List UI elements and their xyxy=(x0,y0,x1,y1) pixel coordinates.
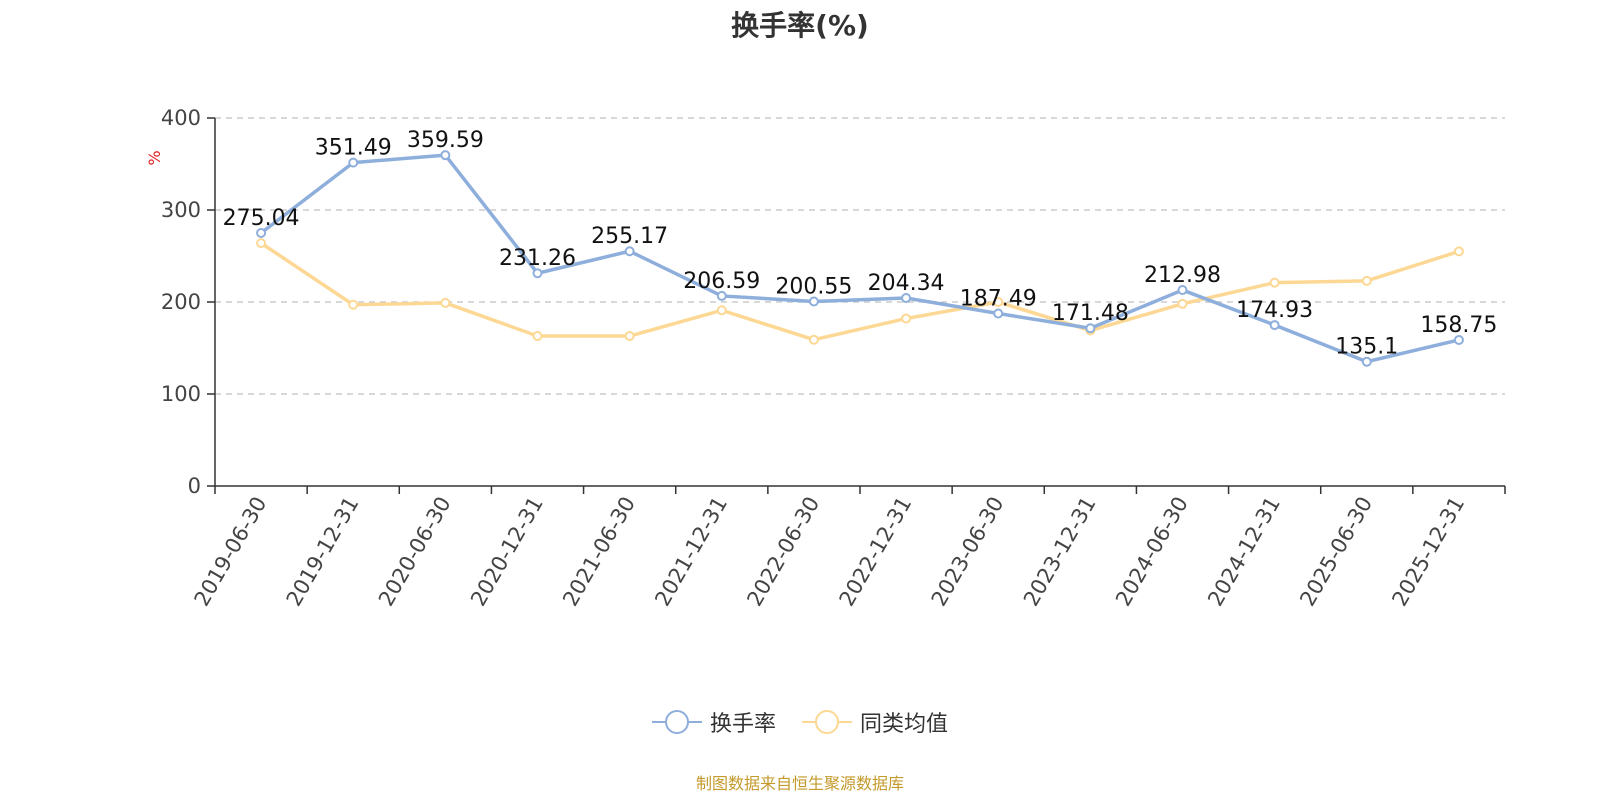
x-tick-label: 2019-12-31 xyxy=(282,493,364,611)
y-tick-label: 300 xyxy=(161,198,201,222)
x-tick-label: 2024-06-30 xyxy=(1111,493,1193,611)
x-tick-label: 2023-12-31 xyxy=(1019,493,1101,611)
data-label: 171.48 xyxy=(1052,301,1129,326)
chart-title: 换手率(%) xyxy=(731,9,869,42)
data-label: 200.55 xyxy=(775,274,852,299)
data-point xyxy=(440,297,451,308)
legend-item[interactable]: 换手率 xyxy=(651,706,776,738)
data-point xyxy=(440,150,451,161)
data-point xyxy=(716,290,727,301)
y-tick-label: 100 xyxy=(161,382,201,406)
y-tick-label: 0 xyxy=(188,474,201,498)
data-label: 135.1 xyxy=(1335,335,1398,360)
data-point xyxy=(1085,323,1096,334)
data-point xyxy=(1453,246,1464,257)
x-tick-label: 2025-06-30 xyxy=(1295,493,1377,611)
legend: 换手率 同类均值 xyxy=(0,706,1600,738)
x-tick-label: 2021-06-30 xyxy=(558,493,640,611)
y-tick-label: 400 xyxy=(161,106,201,130)
y-tick-label: 200 xyxy=(161,290,201,314)
series-line-换手率 xyxy=(260,153,1460,364)
data-label: 231.26 xyxy=(499,246,576,271)
legend-label: 换手率 xyxy=(709,712,776,737)
x-tick-label: 2024-12-31 xyxy=(1203,493,1285,611)
data-label: 204.34 xyxy=(868,271,945,296)
data-point xyxy=(901,313,912,324)
legend-item[interactable]: 同类均值 xyxy=(802,706,948,738)
data-point xyxy=(532,331,543,342)
data-point xyxy=(716,305,727,316)
data-point xyxy=(1177,298,1188,309)
data-label: 212.98 xyxy=(1144,263,1221,288)
data-point xyxy=(1177,285,1188,296)
data-label: 351.49 xyxy=(315,136,392,161)
y-axis-label: % xyxy=(145,150,164,165)
x-tick-label: 2019-06-30 xyxy=(190,493,272,611)
legend-swatch-icon xyxy=(802,708,852,736)
data-label: 158.75 xyxy=(1420,313,1497,338)
data-label: 275.04 xyxy=(223,206,300,231)
legend-swatch-icon xyxy=(651,708,702,736)
data-point xyxy=(1361,356,1372,367)
data-point xyxy=(348,299,359,310)
x-tick-label: 2021-12-31 xyxy=(650,493,732,611)
legend-label: 同类均值 xyxy=(860,712,949,737)
data-label: 255.17 xyxy=(591,224,668,249)
data-label: 174.93 xyxy=(1236,298,1313,323)
data-point xyxy=(1269,320,1280,331)
data-point xyxy=(993,308,1004,319)
data-point xyxy=(901,293,912,304)
data-point xyxy=(624,246,635,257)
data-point xyxy=(532,268,543,279)
data-point xyxy=(1453,334,1464,345)
data-point xyxy=(1269,277,1280,288)
data-label: 359.59 xyxy=(407,128,484,153)
x-tick-label: 2025-12-31 xyxy=(1387,493,1469,611)
x-tick-label: 2022-12-31 xyxy=(835,493,917,611)
data-label-layer: 275.04 351.49 359.59 231.26 255.17 206.59 200.… xyxy=(223,128,1498,360)
data-label: 206.59 xyxy=(683,269,760,294)
axis-layer: 0 100 200 300 400% 2019-06-30 2019-12-31 2020-0… xyxy=(145,106,1506,611)
data-point xyxy=(624,331,635,342)
series-line-同类均值 xyxy=(260,241,1460,342)
data-point xyxy=(256,238,267,249)
x-tick-label: 2020-12-31 xyxy=(466,493,548,611)
data-point xyxy=(256,227,267,238)
data-point xyxy=(348,157,359,168)
data-label: 187.49 xyxy=(960,287,1037,312)
data-point xyxy=(808,334,819,345)
x-tick-label: 2022-06-30 xyxy=(742,493,824,611)
data-source-note: 制图数据来自恒生聚源数据库 xyxy=(695,774,904,793)
x-tick-label: 2020-06-30 xyxy=(374,493,456,611)
data-point xyxy=(993,297,1004,307)
x-tick-label: 2023-06-30 xyxy=(927,493,1009,611)
data-point xyxy=(1361,275,1372,286)
data-point xyxy=(808,296,819,307)
series-layer xyxy=(256,150,1464,367)
